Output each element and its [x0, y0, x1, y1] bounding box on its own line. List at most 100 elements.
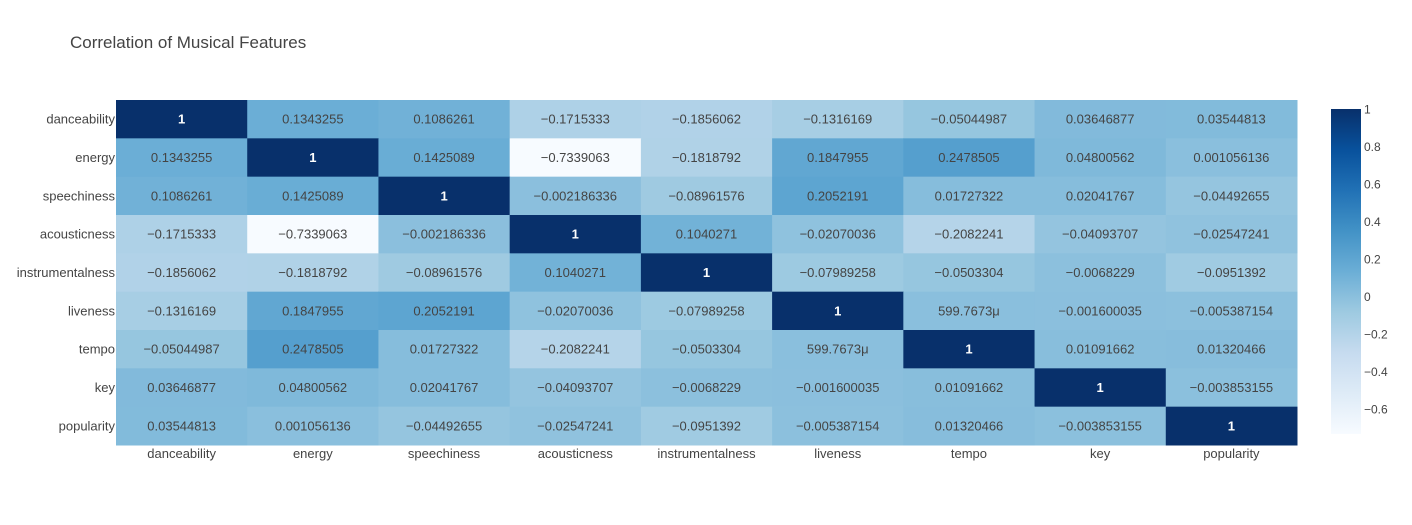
cell-value-label: −0.0951392	[672, 418, 741, 433]
heatmap-cell	[378, 368, 511, 408]
cell-value-label: −0.1856062	[672, 112, 741, 127]
colorbar-gradient	[1331, 109, 1361, 434]
cell-value-label: 0.02041767	[1066, 188, 1135, 203]
cell-value-label: −0.002186336	[402, 227, 486, 242]
cell-value-label: −0.002186336	[534, 188, 618, 203]
cell-value-label: 599.7673μ	[938, 303, 1000, 318]
heatmap-cell	[903, 100, 1036, 139]
cell-value-label: −0.1715333	[147, 227, 216, 242]
heatmap-cell	[1034, 406, 1167, 446]
heatmap-cell	[640, 215, 773, 254]
heatmap-cells: 1 0.1343255 0.1086261 −0.1715333 −0.1856062 −…	[116, 100, 1298, 446]
cell-value-label: −0.04492655	[1193, 188, 1269, 203]
cell-value-label: 0.1425089	[282, 188, 343, 203]
y-axis-labels: danceability energy speechiness acousticnes…	[17, 112, 116, 434]
cell-value-label: 0.1040271	[545, 265, 606, 280]
cell-value-label: −0.005387154	[1190, 303, 1274, 318]
cell-value-label: −0.7339063	[278, 227, 347, 242]
cell-value-label: 0.01320466	[1197, 342, 1266, 357]
cell-value-label: −0.08961576	[668, 188, 744, 203]
chart-title: Correlation of Musical Features	[70, 33, 307, 52]
heatmap-cell	[1165, 100, 1298, 139]
heatmap-cell	[116, 253, 248, 293]
heatmap-cell	[116, 215, 248, 254]
x-tick-label: energy	[293, 446, 333, 461]
heatmap-cell	[509, 291, 642, 331]
cell-value-label: 0.03646877	[147, 380, 216, 395]
cell-value-label: −0.1715333	[541, 112, 610, 127]
heatmap-cell	[903, 406, 1036, 446]
cell-value-label: 1	[834, 303, 841, 318]
heatmap-cell	[247, 368, 379, 408]
colorbar-tick-label: 0.2	[1364, 252, 1381, 266]
heatmap-cell	[378, 330, 511, 369]
heatmap-cell	[772, 176, 904, 216]
heatmap-cell	[1034, 176, 1167, 216]
colorbar-tick-label: 0.8	[1364, 140, 1381, 154]
x-tick-label: acousticness	[538, 446, 614, 461]
x-tick-label: liveness	[814, 446, 861, 461]
cell-value-label: −0.0503304	[934, 265, 1003, 280]
cell-value-label: 1	[572, 227, 579, 242]
cell-value-label: 1	[178, 112, 185, 127]
heatmap-cell	[903, 215, 1036, 254]
cell-value-label: 0.2478505	[282, 342, 343, 357]
heatmap-cell	[772, 100, 904, 139]
cell-value-label: 0.04800562	[278, 380, 347, 395]
y-tick-label: danceability	[46, 112, 115, 127]
heatmap-cell	[378, 176, 511, 216]
heatmap-cell	[1034, 253, 1167, 293]
cell-value-label: −0.003853155	[1190, 380, 1274, 395]
x-tick-label: speechiness	[408, 446, 481, 461]
colorbar-tick-label: 0.4	[1364, 215, 1381, 229]
heatmap-cell	[1034, 100, 1167, 139]
heatmap-cell	[247, 215, 379, 254]
cell-value-label: −0.07989258	[668, 303, 744, 318]
cell-value-label: 0.1086261	[413, 112, 474, 127]
y-tick-label: acousticness	[40, 227, 116, 242]
cell-value-label: −0.2082241	[934, 227, 1003, 242]
cell-value-label: 0.01091662	[935, 380, 1004, 395]
cell-value-label: 0.1847955	[282, 303, 343, 318]
cell-value-label: 0.01320466	[935, 418, 1004, 433]
heatmap-cell	[509, 100, 642, 139]
heatmap-cell	[509, 368, 642, 408]
heatmap-cell	[247, 138, 379, 178]
cell-value-label: −0.1818792	[278, 265, 347, 280]
heatmap-cell	[1034, 368, 1167, 408]
heatmap-cell	[1034, 330, 1167, 369]
heatmap-cell	[772, 253, 904, 293]
cell-value-label: 1	[440, 188, 447, 203]
cell-value-label: −0.04093707	[537, 380, 613, 395]
heatmap-cell	[640, 291, 773, 331]
heatmap-cell	[247, 406, 379, 446]
cell-value-label: −0.02547241	[537, 418, 613, 433]
heatmap-cell	[509, 330, 642, 369]
heatmap-cell	[640, 176, 773, 216]
heatmap-cell	[116, 291, 248, 331]
x-tick-label: tempo	[951, 446, 987, 461]
cell-value-label: −0.0503304	[672, 342, 741, 357]
heatmap-cell	[378, 291, 511, 331]
cell-value-label: −0.7339063	[541, 150, 610, 165]
cell-value-label: 1	[965, 342, 972, 357]
heatmap-cell	[640, 100, 773, 139]
heatmap-cell	[1165, 215, 1298, 254]
heatmap-cell	[116, 330, 248, 369]
cell-value-label: 599.7673μ	[807, 342, 869, 357]
heatmap-cell	[378, 100, 511, 139]
cell-value-label: −0.1316169	[147, 303, 216, 318]
cell-value-label: −0.1316169	[803, 112, 872, 127]
heatmap-cell	[247, 291, 379, 331]
cell-value-label: −0.1856062	[147, 265, 216, 280]
cell-value-label: −0.04492655	[406, 418, 482, 433]
y-tick-label: speechiness	[43, 188, 116, 203]
cell-value-label: −0.001600035	[796, 380, 880, 395]
cell-value-label: 0.1343255	[151, 150, 212, 165]
heatmap-cell	[247, 253, 379, 293]
heatmap-cell	[378, 215, 511, 254]
cell-value-label: 0.03544813	[1197, 112, 1266, 127]
colorbar-tick-label: −0.6	[1364, 402, 1388, 416]
heatmap-cell	[509, 253, 642, 293]
heatmap-cell	[640, 138, 773, 178]
